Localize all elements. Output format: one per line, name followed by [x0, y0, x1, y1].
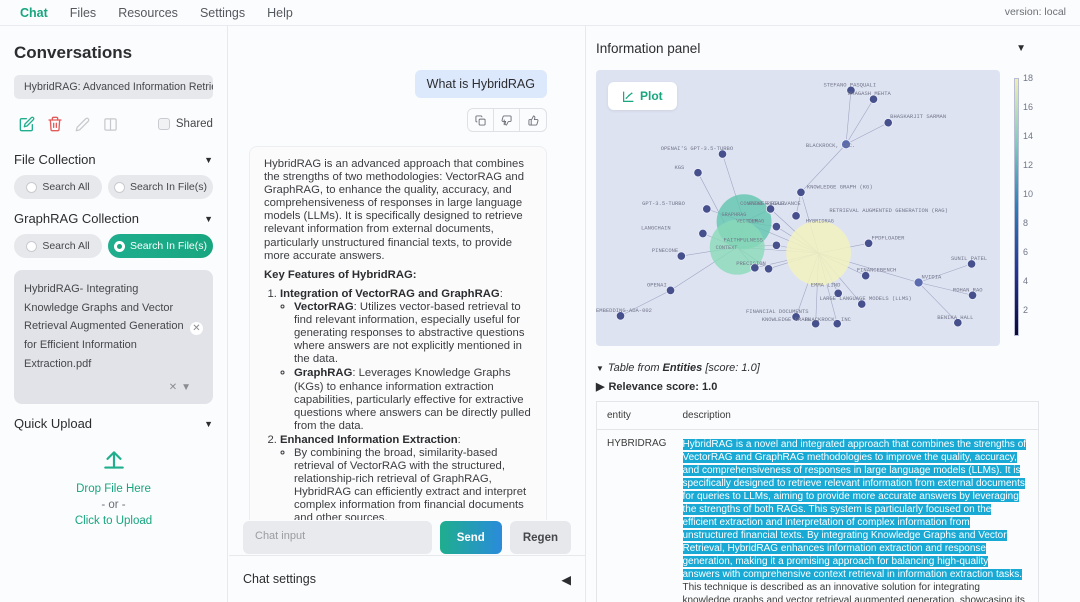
svg-text:EMBEDDING-ADA-002: EMBEDDING-ADA-002: [596, 307, 652, 314]
svg-text:ROHAN RAO: ROHAN RAO: [953, 286, 983, 293]
svg-text:FAITHFULNESS: FAITHFULNESS: [723, 236, 763, 243]
svg-text:BENIKA HALL: BENIKA HALL: [937, 314, 973, 321]
svg-text:GPT-3.5-TURBO: GPT-3.5-TURBO: [642, 200, 685, 207]
svg-text:LARGE LANGUAGE MODELS (LLMS): LARGE LANGUAGE MODELS (LLMS): [820, 295, 912, 302]
svg-text:LLM: LLM: [748, 218, 758, 225]
svg-text:CONTEXT: CONTEXT: [716, 245, 738, 251]
svg-text:OPENAI'S GPT-3.5-TURBO: OPENAI'S GPT-3.5-TURBO: [661, 145, 734, 152]
svg-text:LANGCHAIN: LANGCHAIN: [641, 225, 671, 232]
svg-text:OPENAI: OPENAI: [647, 281, 667, 288]
svg-text:GRAPHRAG: GRAPHRAG: [722, 212, 747, 218]
svg-text:BLACKROCK, INC: BLACKROCK, INC: [805, 316, 852, 323]
svg-text:STEFANO PASQUALI: STEFANO PASQUALI: [823, 81, 876, 88]
svg-text:FINANCIAL DOCUMENTS: FINANCIAL DOCUMENTS: [746, 308, 809, 315]
svg-text:EMMA LIND: EMMA LIND: [811, 281, 841, 288]
svg-text:KGS: KGS: [674, 164, 685, 171]
svg-text:SUNIL PATEL: SUNIL PATEL: [951, 255, 987, 262]
svg-text:BHASKARJIT SARMAN: BHASKARJIT SARMAN: [890, 113, 946, 120]
svg-text:NVIDIA: NVIDIA: [922, 274, 942, 281]
svg-text:FPDFLOADER: FPDFLOADER: [872, 234, 906, 241]
svg-text:FINANCEBENCH: FINANCEBENCH: [857, 267, 897, 274]
svg-text:RETRIEVAL AUGMENTED GENERATION: RETRIEVAL AUGMENTED GENERATION (RAG): [829, 207, 947, 214]
svg-text:HYBRIDRAG: HYBRIDRAG: [806, 219, 834, 225]
svg-text:ANSWER RELEVANCE: ANSWER RELEVANCE: [748, 200, 801, 207]
svg-text:BLACKROCK, INC.: BLACKROCK, INC.: [806, 142, 855, 149]
svg-text:PINECONE: PINECONE: [652, 247, 678, 254]
svg-text:KNOWLEDGE GRAPH: KNOWLEDGE GRAPH: [762, 316, 811, 323]
svg-text:PRECISION: PRECISION: [736, 260, 766, 267]
svg-text:KNOWLEDGE GRAPH (KG): KNOWLEDGE GRAPH (KG): [807, 183, 873, 190]
svg-text:BHAGASH MEHTA: BHAGASH MEHTA: [848, 90, 891, 97]
